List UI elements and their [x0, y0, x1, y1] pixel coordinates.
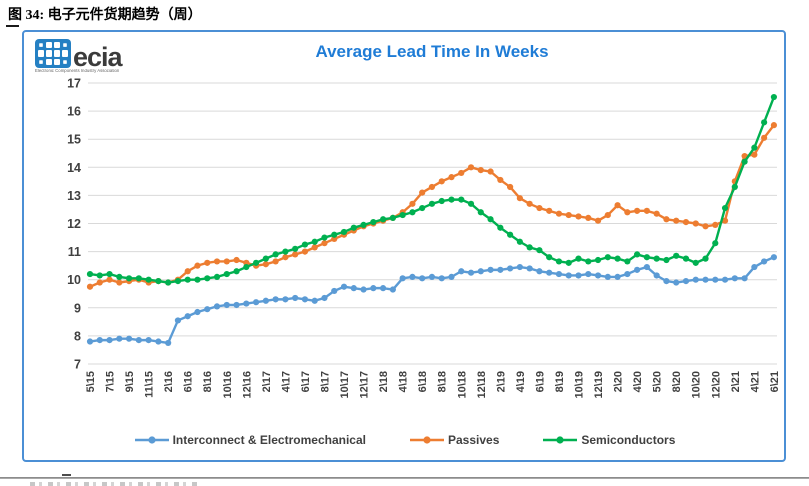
ecia-logo: ecia Electronic Components Industry Asso…: [35, 39, 145, 75]
ecia-logo-tagline: Electronic Components Industry Associati…: [35, 69, 120, 74]
bottom-divider-dash: [62, 474, 71, 476]
legend-item-passives: Passives: [408, 433, 499, 447]
svg-text:4\21: 4\21: [749, 371, 761, 392]
svg-text:14: 14: [67, 161, 81, 175]
svg-text:2\16: 2\16: [163, 371, 175, 392]
svg-text:12\19: 12\19: [593, 371, 605, 399]
legend-label-passives: Passives: [447, 433, 500, 447]
svg-text:17: 17: [67, 77, 81, 91]
svg-text:2\21: 2\21: [730, 371, 742, 392]
svg-text:15: 15: [67, 133, 81, 147]
svg-text:10: 10: [67, 273, 81, 287]
chart-title: Average Lead Time In Weeks: [315, 42, 549, 61]
svg-text:9: 9: [74, 301, 81, 315]
svg-text:11: 11: [68, 245, 81, 259]
svg-text:2\18: 2\18: [378, 371, 390, 392]
svg-text:13: 13: [67, 189, 81, 203]
svg-text:12\18: 12\18: [476, 371, 488, 399]
svg-text:10\20: 10\20: [691, 371, 703, 399]
svg-text:8\17: 8\17: [319, 371, 331, 392]
svg-text:5\20: 5\20: [652, 371, 664, 392]
legend-marker-semiconductors: [543, 436, 578, 444]
caption-underline-tick: [6, 25, 19, 27]
bottom-divider: [0, 477, 809, 479]
chart-svg: 7 8 9 10 11 12 13 14 15 16 17 5\15 7\15 9\15 11\15 2\16…: [67, 77, 780, 399]
svg-text:10\18: 10\18: [456, 371, 468, 399]
svg-text:6\17: 6\17: [300, 371, 312, 392]
figure-caption: 图 34: 电子元件货期趋势（周）: [8, 8, 202, 23]
svg-text:8: 8: [74, 329, 81, 343]
svg-text:12: 12: [67, 217, 81, 231]
svg-text:4\18: 4\18: [398, 371, 410, 392]
svg-text:8\19: 8\19: [554, 371, 566, 392]
svg-text:5\15: 5\15: [85, 371, 97, 392]
svg-text:12\17: 12\17: [359, 371, 371, 399]
svg-text:8\16: 8\16: [202, 371, 214, 392]
legend-marker-interconnect: [134, 436, 169, 444]
legend-label-interconnect: Interconnect & Electromechanical: [172, 433, 366, 447]
chart-card: ecia Electronic Components Industry Asso…: [22, 30, 786, 462]
svg-text:10\19: 10\19: [574, 371, 586, 399]
svg-text:6\18: 6\18: [417, 371, 429, 392]
svg-text:4\17: 4\17: [280, 371, 292, 392]
legend-marker-passives: [409, 436, 444, 444]
svg-text:2\17: 2\17: [261, 371, 273, 392]
chart-legend: Interconnect & Electromechanical Passive…: [24, 433, 784, 447]
svg-text:8\20: 8\20: [671, 371, 683, 392]
svg-text:4\19: 4\19: [515, 371, 527, 392]
svg-text:12\16: 12\16: [241, 371, 253, 399]
legend-item-semiconductors: Semiconductors: [541, 433, 675, 447]
svg-text:2\20: 2\20: [613, 371, 625, 392]
legend-label-semiconductors: Semiconductors: [581, 433, 676, 447]
svg-text:9\15: 9\15: [124, 371, 136, 392]
svg-text:6\16: 6\16: [183, 371, 195, 392]
svg-text:7: 7: [74, 358, 81, 372]
svg-text:12\20: 12\20: [710, 371, 722, 399]
svg-text:16: 16: [67, 105, 81, 119]
svg-text:7\15: 7\15: [105, 371, 117, 392]
svg-text:2\19: 2\19: [495, 371, 507, 392]
svg-text:10\16: 10\16: [222, 371, 234, 399]
svg-text:11\15: 11\15: [144, 371, 156, 398]
svg-text:6\21: 6\21: [769, 371, 780, 392]
svg-text:8\18: 8\18: [437, 371, 449, 392]
ecia-logo-icon: [35, 39, 71, 68]
legend-item-interconnect: Interconnect & Electromechanical: [133, 433, 366, 447]
source-text-clipped: [30, 482, 200, 486]
ecia-logo-word: ecia: [73, 42, 123, 72]
svg-text:10\17: 10\17: [339, 371, 351, 399]
svg-text:6\19: 6\19: [534, 371, 546, 392]
svg-text:4\20: 4\20: [632, 371, 644, 392]
